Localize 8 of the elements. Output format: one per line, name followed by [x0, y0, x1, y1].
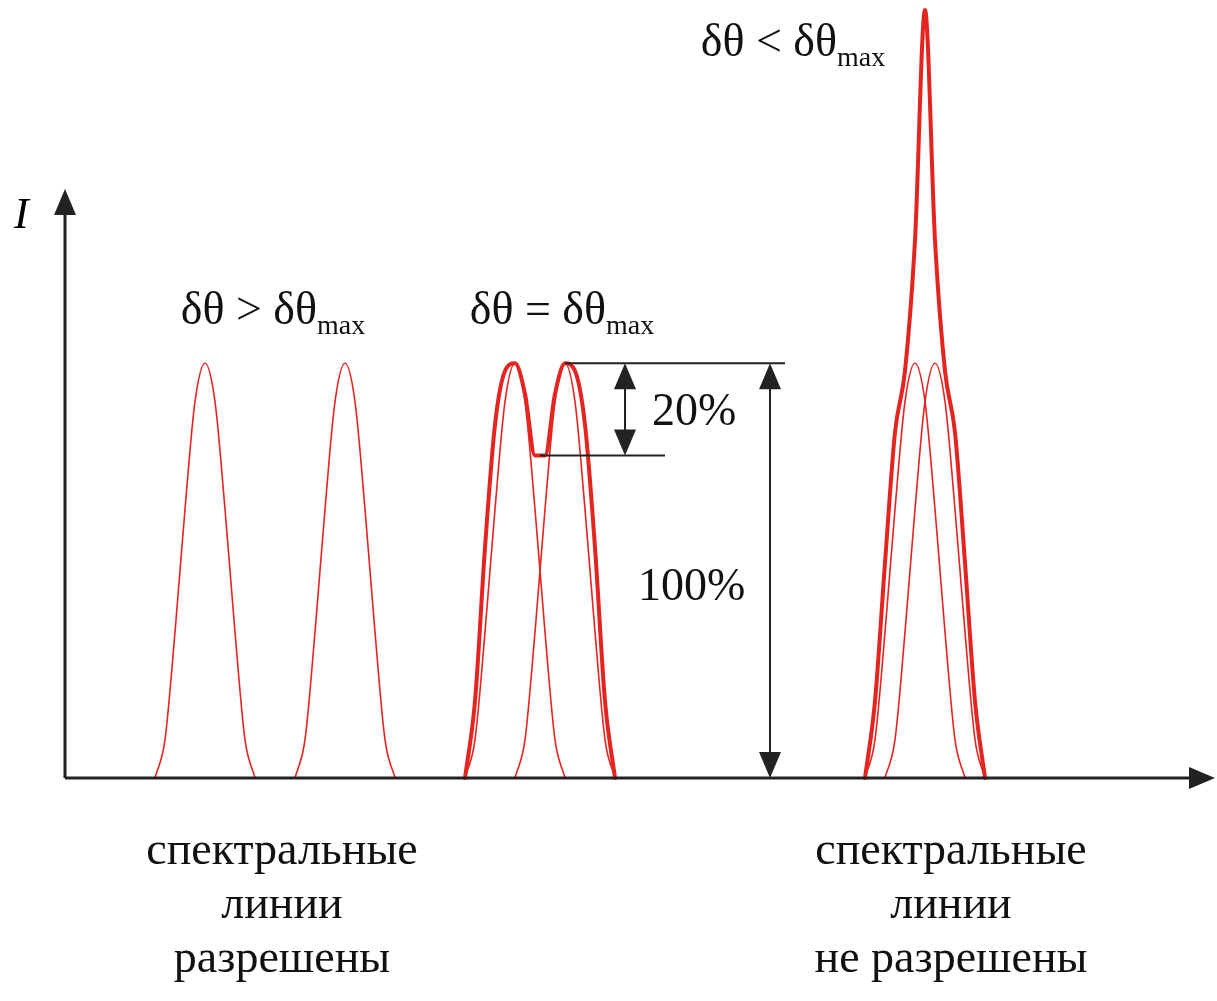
annotation: δθ < δθ$_{max}$	[699, 14, 887, 75]
annotation: δθ > δθ$_{max}$	[180, 283, 366, 341]
annotation: 100%	[638, 558, 746, 612]
annotation: 20%	[652, 383, 737, 437]
text: спектральные линии не разрешены	[813, 822, 1089, 984]
text: спектральные линии разрешены	[145, 822, 419, 984]
y-axis-title: I	[14, 189, 29, 238]
annotation: δθ = δθ$_{max}$	[469, 283, 655, 341]
